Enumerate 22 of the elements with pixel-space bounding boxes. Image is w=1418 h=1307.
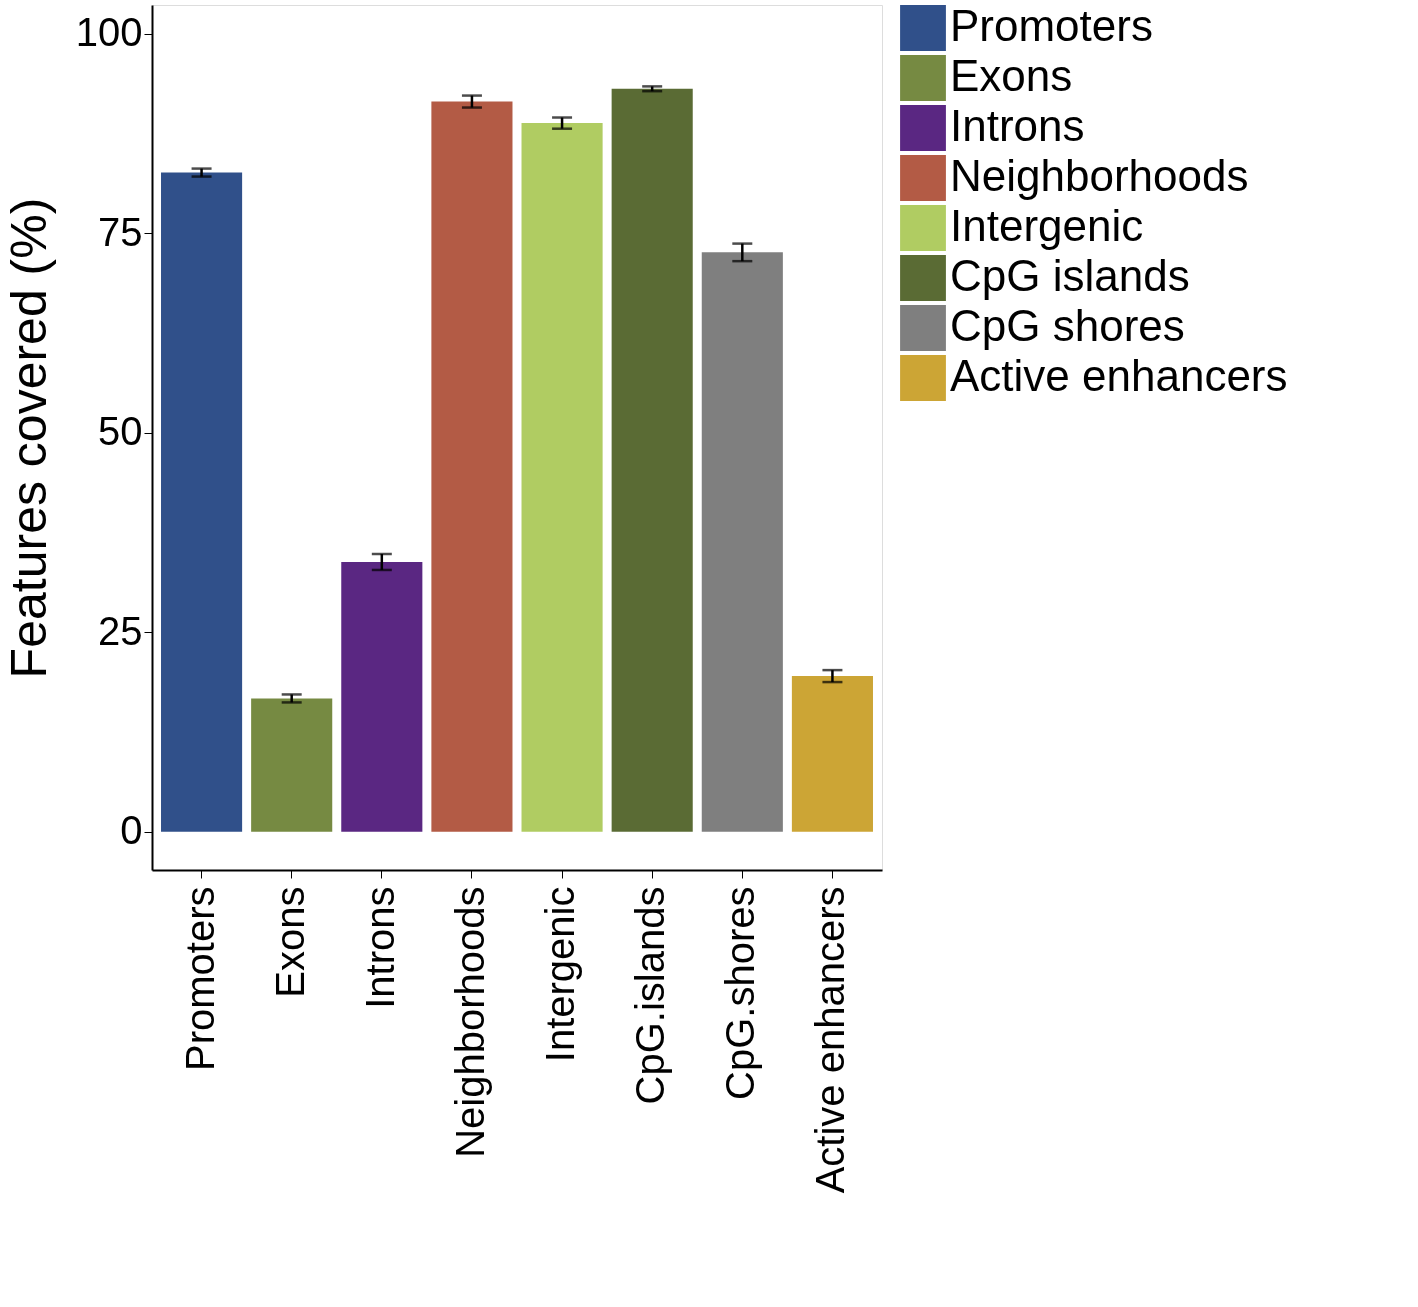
legend-label: CpG shores (950, 301, 1185, 350)
x-tick-label: Exons (267, 886, 312, 998)
x-tick-label: Promoters (177, 886, 222, 1071)
legend-label: CpG islands (950, 251, 1190, 300)
y-tick-label: 75 (98, 209, 143, 254)
y-tick-label: 25 (98, 608, 143, 653)
x-tick-label: Neighborhoods (447, 886, 492, 1158)
legend-label: Active enhancers (950, 351, 1288, 400)
x-tick-label: Active enhancers (808, 886, 853, 1194)
y-axis-title: Features covered (%) (0, 197, 57, 679)
y-tick-label: 0 (120, 808, 143, 853)
x-tick-label: Intergenic (538, 886, 583, 1063)
x-tick-label: CpG.islands (628, 886, 673, 1105)
x-tick-label: Introns (357, 886, 402, 1009)
y-tick-label: 50 (98, 409, 143, 454)
y-tick-label: 100 (75, 10, 143, 55)
legend-label: Intergenic (950, 201, 1144, 250)
x-tick-label: CpG.shores (718, 886, 763, 1100)
legend-label: Exons (950, 51, 1073, 100)
legend-label: Neighborhoods (950, 151, 1249, 200)
legend-label: Promoters (950, 1, 1153, 50)
legend-label: Introns (950, 101, 1085, 150)
